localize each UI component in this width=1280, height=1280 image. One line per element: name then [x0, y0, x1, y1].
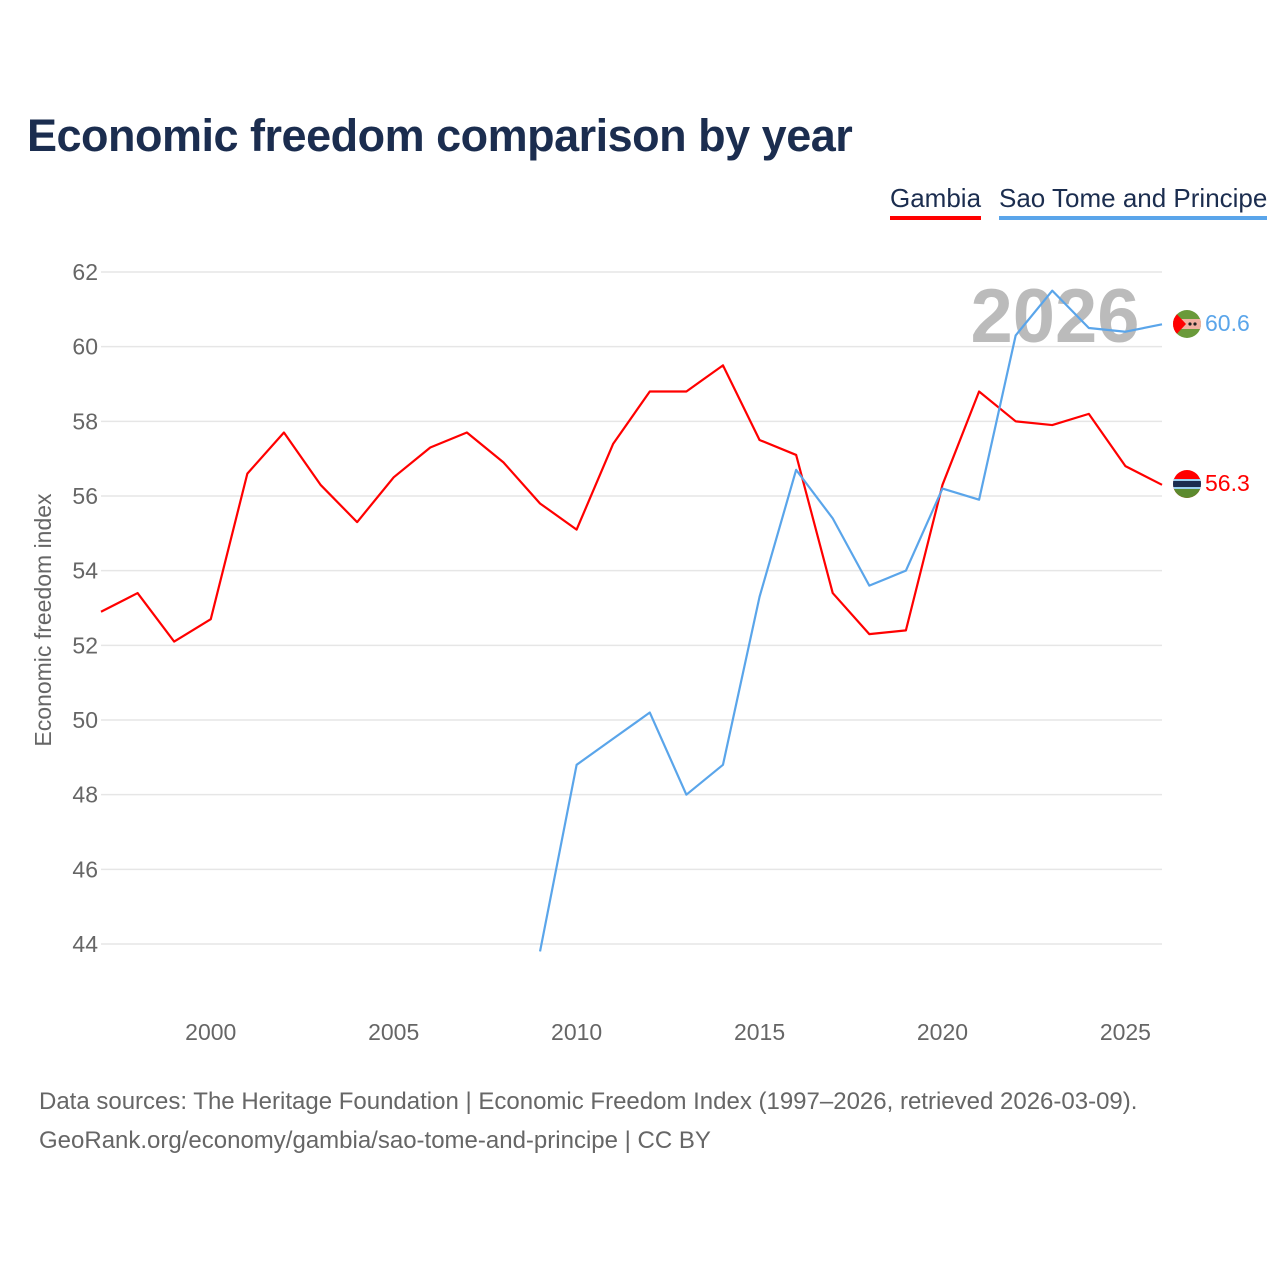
x-tick-label: 2025: [1100, 1019, 1151, 1045]
legend-gambia[interactable]: Gambia: [890, 183, 982, 220]
y-tick-label: 60: [72, 334, 98, 360]
y-tick-label: 62: [72, 259, 98, 285]
series-line-gambia[interactable]: [100, 364, 1163, 643]
source-note: Data sources: The Heritage Foundation | …: [39, 1088, 1138, 1115]
gambia-flag-icon: [1173, 470, 1201, 498]
y-tick-label: 58: [72, 408, 98, 434]
sao-tome-end-label: 60.6: [1205, 310, 1250, 336]
y-tick-label: 46: [72, 856, 98, 882]
gambia-end-label: 56.3: [1205, 470, 1250, 496]
y-axis-label: Economic freedom index: [30, 493, 56, 747]
source-url[interactable]: GeoRank.org/economy/gambia/sao-tome-and-…: [39, 1127, 711, 1154]
y-tick-label: 50: [72, 707, 98, 733]
y-tick-label: 54: [72, 558, 98, 584]
x-tick-label: 2010: [551, 1019, 602, 1045]
y-tick-label: 56: [72, 483, 98, 509]
x-tick-label: 2020: [917, 1019, 968, 1045]
x-tick-label: 2000: [185, 1019, 236, 1045]
x-tick-label: 2015: [734, 1019, 785, 1045]
year-watermark: 2026: [970, 274, 1139, 359]
x-tick-label: 2005: [368, 1019, 419, 1045]
series-line-sao-tome[interactable]: [538, 289, 1163, 952]
y-tick-label: 48: [72, 782, 98, 808]
y-tick-label: 52: [72, 632, 98, 658]
chart-title: Economic freedom comparison by year: [27, 110, 853, 161]
sao-tome-flag-icon: [1173, 310, 1201, 338]
legend-sao-tome[interactable]: Sao Tome and Principe: [999, 183, 1268, 220]
y-tick-label: 44: [72, 931, 98, 957]
